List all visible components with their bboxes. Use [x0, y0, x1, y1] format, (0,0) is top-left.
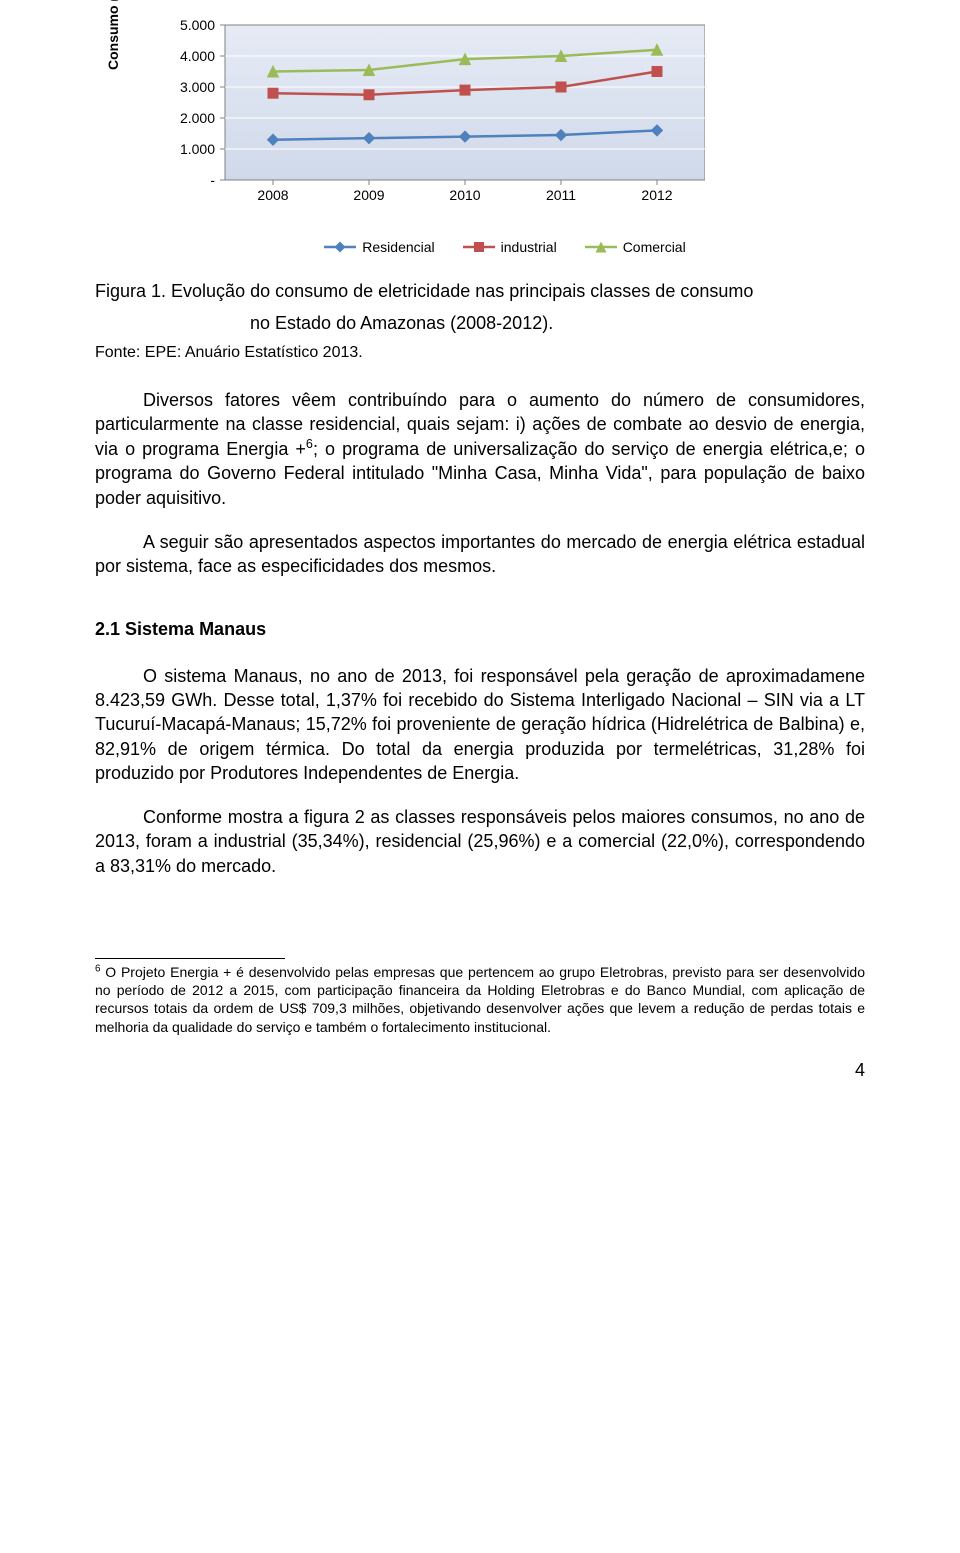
svg-text:2010: 2010 — [449, 187, 480, 203]
section-heading: 2.1 Sistema Manaus — [95, 619, 865, 640]
svg-text:-: - — [210, 172, 215, 188]
svg-text:2012: 2012 — [641, 187, 672, 203]
figure-caption-line2: no Estado do Amazonas (2008-2012). — [95, 311, 865, 335]
figure-caption-line1: Figura 1. Evolução do consumo de eletric… — [95, 279, 865, 303]
legend-label: Residencial — [362, 239, 434, 255]
svg-text:2.000: 2.000 — [180, 110, 215, 126]
svg-text:1.000: 1.000 — [180, 141, 215, 157]
svg-text:2008: 2008 — [257, 187, 288, 203]
paragraph-2: A seguir são apresentados aspectos impor… — [95, 530, 865, 579]
legend-item: Residencial — [324, 239, 434, 255]
svg-text:3.000: 3.000 — [180, 79, 215, 95]
footnote-6: 6 O Projeto Energia + é desenvolvido pel… — [95, 963, 865, 1036]
figure-source: Fonte: EPE: Anuário Estatístico 2013. — [95, 344, 865, 362]
legend-label: Comercial — [623, 239, 686, 255]
svg-text:2011: 2011 — [546, 187, 576, 203]
footnote-separator — [95, 958, 285, 959]
legend-item: industrial — [463, 239, 557, 255]
footnote-ref-6: 6 — [306, 437, 313, 451]
legend-item: Comercial — [585, 239, 686, 255]
legend-label: industrial — [501, 239, 557, 255]
footnote-text: O Projeto Energia + é desenvolvido pelas… — [95, 964, 865, 1035]
chart-ylabel: Consumo (GWh) — [105, 0, 121, 70]
chart-legend: Residencial industrial Comercial — [145, 239, 865, 255]
svg-text:5.000: 5.000 — [180, 20, 215, 33]
svg-text:2009: 2009 — [353, 187, 384, 203]
chart-svg: - 1.000 2.000 3.000 4.000 5.000 2008 2009 2010 20… — [145, 20, 705, 229]
paragraph-1: Diversos fatores vêem contribuíndo para … — [95, 388, 865, 510]
page-number: 4 — [95, 1060, 865, 1081]
svg-text:4.000: 4.000 — [180, 48, 215, 64]
paragraph-4: Conforme mostra a figura 2 as classes re… — [95, 805, 865, 878]
paragraph-3: O sistema Manaus, no ano de 2013, foi re… — [95, 664, 865, 785]
consumption-chart: Consumo (GWh) -1.0002.0003.0004.0005.000… — [145, 20, 865, 229]
